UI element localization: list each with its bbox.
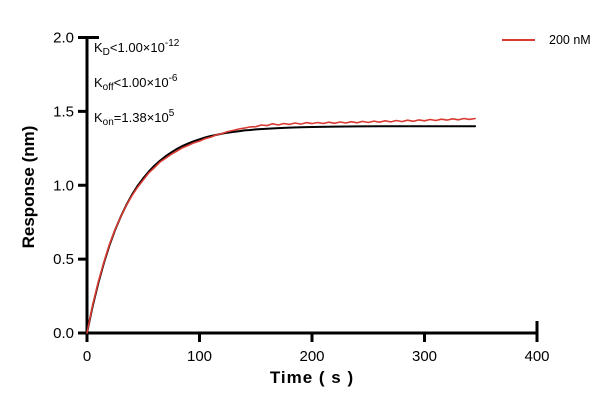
koff-value: <1.00×10 [113,75,169,90]
kon-line: Kon=1.38×105 [94,101,179,136]
kd-exponent: -12 [164,38,180,49]
y-tick-label: 0.0 [53,325,74,342]
x-tick-label: 0 [83,348,91,365]
kd-value: <1.00×10 [109,40,165,55]
series-line-data [86,117,476,334]
kd-symbol: K [94,40,103,55]
y-tick-label: 1.5 [53,103,74,120]
y-axis-title: Response (nm) [19,125,38,249]
x-tick-label: 200 [299,348,324,365]
series-line-fit [86,125,477,334]
kinetics-annotation: KD<1.00×10-12 Koff<1.00×10-6 Kon=1.38×10… [94,31,179,136]
kd-line: KD<1.00×10-12 [94,31,179,66]
kon-symbol: K [94,110,103,125]
koff-symbol: K [94,75,103,90]
legend-label: 200 nM [549,33,591,47]
x-tick-label: 300 [412,348,437,365]
kon-subscript: on [102,117,114,128]
koff-line: Koff<1.00×10-6 [94,66,179,101]
legend: 200 nM [502,33,591,47]
legend-line-swatch [502,38,535,42]
y-tick-label: 0.5 [53,251,74,268]
kd-subscript: D [102,47,110,58]
kon-value: =1.38×10 [113,110,169,125]
x-tick-label: 100 [187,348,212,365]
y-tick-label: 1.0 [53,177,74,194]
koff-subscript: off [102,82,114,93]
x-tick-label: 400 [524,348,549,365]
koff-exponent: -6 [168,73,178,84]
y-tick-label: 2.0 [53,30,74,47]
kon-exponent: 5 [168,108,175,119]
x-axis-title: Time ( s ) [269,368,355,387]
